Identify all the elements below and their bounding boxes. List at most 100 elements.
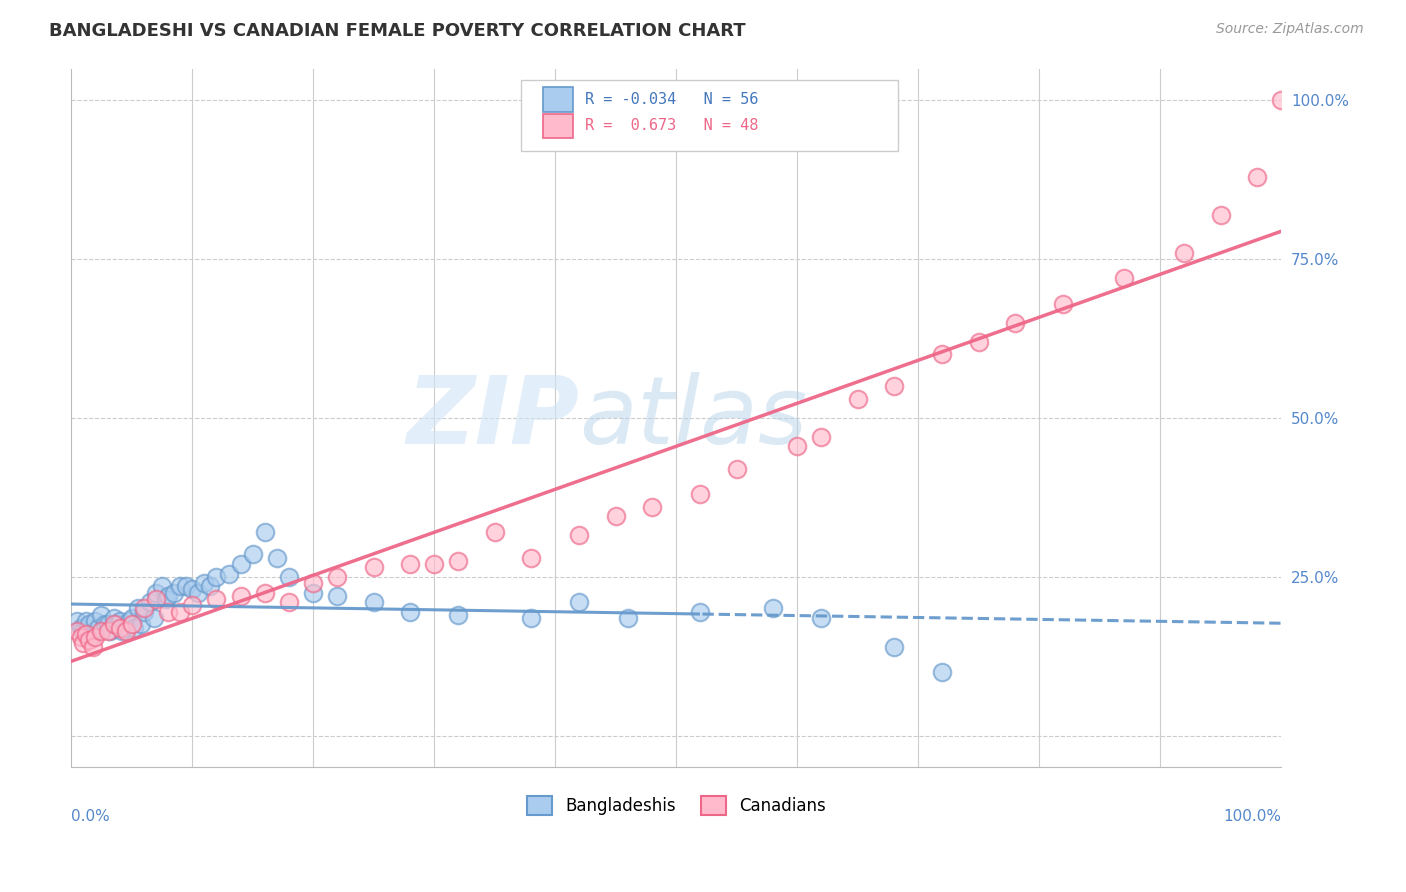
Point — [121, 611, 143, 625]
Point — [810, 430, 832, 444]
Text: R = -0.034   N = 56: R = -0.034 N = 56 — [585, 93, 759, 107]
Point — [762, 601, 785, 615]
Point — [105, 617, 128, 632]
Point — [75, 627, 97, 641]
Point — [111, 624, 134, 638]
Point — [157, 605, 180, 619]
Point — [605, 509, 627, 524]
Point — [70, 630, 93, 644]
Point — [132, 601, 155, 615]
Point — [278, 595, 301, 609]
Point — [139, 595, 162, 609]
Point — [108, 620, 131, 634]
Point — [169, 579, 191, 593]
Point — [200, 579, 222, 593]
Point — [568, 528, 591, 542]
Point — [96, 624, 118, 638]
Point — [1004, 316, 1026, 330]
FancyBboxPatch shape — [543, 114, 574, 138]
Point — [520, 611, 543, 625]
Point — [163, 585, 186, 599]
Point — [363, 595, 385, 609]
Point — [79, 617, 101, 632]
Text: atlas: atlas — [579, 372, 807, 464]
Point — [253, 585, 276, 599]
Point — [94, 617, 117, 632]
Point — [883, 379, 905, 393]
Point — [568, 595, 591, 609]
Point — [132, 605, 155, 619]
Point — [66, 624, 89, 638]
Point — [786, 440, 808, 454]
Point — [883, 640, 905, 654]
Point — [131, 617, 153, 632]
Point — [174, 579, 197, 593]
Point — [187, 585, 209, 599]
Point — [82, 640, 104, 654]
Point — [150, 579, 173, 593]
Point — [447, 554, 470, 568]
Point — [1270, 93, 1292, 107]
Point — [66, 614, 89, 628]
Point — [1052, 296, 1074, 310]
Text: BANGLADESHI VS CANADIAN FEMALE POVERTY CORRELATION CHART: BANGLADESHI VS CANADIAN FEMALE POVERTY C… — [49, 22, 745, 40]
Point — [1209, 208, 1232, 222]
Point — [520, 550, 543, 565]
Point — [218, 566, 240, 581]
Point — [181, 582, 204, 597]
FancyBboxPatch shape — [543, 87, 574, 112]
Point — [278, 570, 301, 584]
Point — [931, 347, 953, 361]
Point — [84, 614, 107, 628]
Point — [725, 461, 748, 475]
Point — [157, 589, 180, 603]
Point — [205, 570, 228, 584]
Point — [931, 665, 953, 679]
Point — [205, 591, 228, 606]
Point — [399, 557, 422, 571]
Point — [72, 624, 94, 638]
FancyBboxPatch shape — [522, 80, 897, 151]
Point — [1112, 271, 1135, 285]
Point — [302, 585, 325, 599]
Point — [326, 589, 349, 603]
Point — [253, 525, 276, 540]
Point — [90, 624, 112, 638]
Point — [90, 607, 112, 622]
Point — [242, 548, 264, 562]
Point — [108, 614, 131, 628]
Point — [967, 334, 990, 349]
Point — [641, 500, 664, 514]
Point — [75, 614, 97, 628]
Point — [142, 611, 165, 625]
Point — [98, 624, 121, 638]
Point — [326, 570, 349, 584]
Text: ZIP: ZIP — [406, 372, 579, 464]
Text: 0.0%: 0.0% — [72, 809, 110, 824]
Point — [72, 636, 94, 650]
Point — [82, 627, 104, 641]
Point — [79, 633, 101, 648]
Point — [145, 591, 167, 606]
Point — [846, 392, 869, 406]
Point — [266, 550, 288, 565]
Point — [103, 611, 125, 625]
Point — [484, 525, 506, 540]
Point — [122, 620, 145, 634]
Point — [155, 591, 177, 606]
Point — [302, 576, 325, 591]
Point — [689, 487, 711, 501]
Point — [193, 576, 215, 591]
Point — [114, 624, 136, 638]
Point — [229, 589, 252, 603]
Point — [1246, 169, 1268, 184]
Point — [181, 599, 204, 613]
Point — [103, 617, 125, 632]
Point — [169, 605, 191, 619]
Point — [229, 557, 252, 571]
Point — [118, 614, 141, 628]
Text: Source: ZipAtlas.com: Source: ZipAtlas.com — [1216, 22, 1364, 37]
Point — [810, 611, 832, 625]
Point — [423, 557, 446, 571]
Point — [96, 617, 118, 632]
